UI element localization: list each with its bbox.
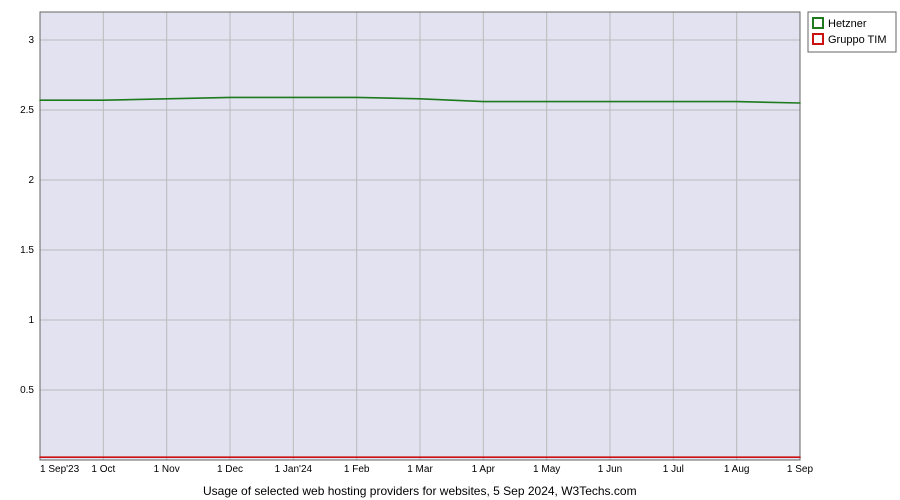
svg-text:1: 1 <box>28 315 34 326</box>
svg-text:Gruppo TIM: Gruppo TIM <box>828 34 887 46</box>
svg-text:1 Oct: 1 Oct <box>91 464 115 475</box>
svg-text:0.5: 0.5 <box>20 385 34 396</box>
svg-text:2: 2 <box>28 175 34 186</box>
svg-text:1 Apr: 1 Apr <box>472 464 496 475</box>
svg-text:1 Jul: 1 Jul <box>663 464 684 475</box>
svg-text:1 Feb: 1 Feb <box>344 464 370 475</box>
svg-text:1 Nov: 1 Nov <box>154 464 180 475</box>
svg-text:1 Dec: 1 Dec <box>217 464 243 475</box>
chart-container: 0.5 1 1.5 2 2.5 3 1 Sep'23 1 Oct 1 Nov 1 Dec 1 Jan… <box>0 0 900 500</box>
chart-svg: 0.5 1 1.5 2 2.5 3 1 Sep'23 1 Oct 1 Nov 1 Dec 1 Jan… <box>0 0 900 500</box>
svg-text:1 Jun: 1 Jun <box>598 464 622 475</box>
chart-caption: Usage of selected web hosting providers … <box>203 484 637 498</box>
svg-text:3: 3 <box>28 35 34 46</box>
svg-text:1 Aug: 1 Aug <box>724 464 750 475</box>
svg-text:1 Sep'23: 1 Sep'23 <box>40 464 80 475</box>
svg-text:1.5: 1.5 <box>20 245 34 256</box>
svg-text:2.5: 2.5 <box>20 105 34 116</box>
svg-text:1 May: 1 May <box>533 464 560 475</box>
svg-text:Hetzner: Hetzner <box>828 18 867 30</box>
svg-text:1 Jan'24: 1 Jan'24 <box>275 464 313 475</box>
svg-text:1 Mar: 1 Mar <box>407 464 433 475</box>
svg-text:1 Sep: 1 Sep <box>787 464 814 475</box>
